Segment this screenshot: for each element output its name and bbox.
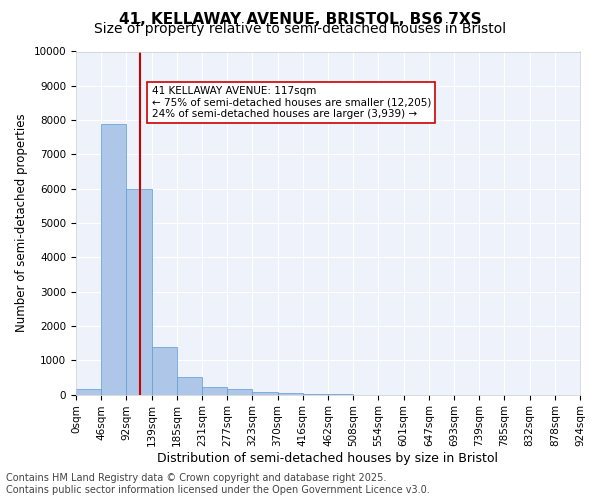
- Bar: [253, 392, 278, 394]
- Text: Contains HM Land Registry data © Crown copyright and database right 2025.
Contai: Contains HM Land Registry data © Crown c…: [6, 474, 430, 495]
- Bar: [76, 390, 101, 394]
- Bar: [202, 386, 227, 394]
- Bar: [101, 124, 127, 394]
- Bar: [177, 378, 202, 394]
- Text: Size of property relative to semi-detached houses in Bristol: Size of property relative to semi-detach…: [94, 22, 506, 36]
- Bar: [152, 346, 177, 395]
- Bar: [278, 393, 303, 394]
- Text: 41, KELLAWAY AVENUE, BRISTOL, BS6 7XS: 41, KELLAWAY AVENUE, BRISTOL, BS6 7XS: [119, 12, 481, 28]
- Y-axis label: Number of semi-detached properties: Number of semi-detached properties: [15, 114, 28, 332]
- Text: 41 KELLAWAY AVENUE: 117sqm
← 75% of semi-detached houses are smaller (12,205)
24: 41 KELLAWAY AVENUE: 117sqm ← 75% of semi…: [152, 86, 431, 119]
- Bar: [227, 390, 253, 394]
- X-axis label: Distribution of semi-detached houses by size in Bristol: Distribution of semi-detached houses by …: [157, 452, 499, 465]
- Bar: [127, 188, 152, 394]
